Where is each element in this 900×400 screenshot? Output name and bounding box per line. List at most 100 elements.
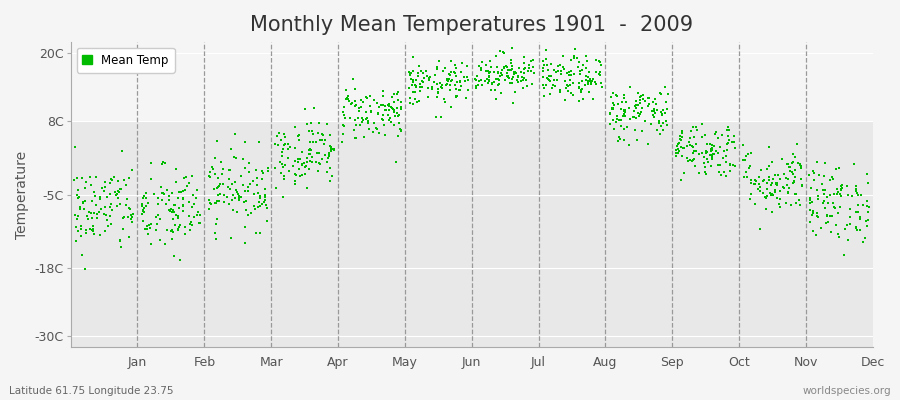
- Point: [496, 48, 510, 55]
- Point: [484, 86, 499, 93]
- Point: [255, 176, 269, 183]
- Point: [449, 93, 464, 100]
- Point: [109, 192, 123, 198]
- Point: [454, 83, 468, 89]
- Point: [659, 98, 673, 105]
- Point: [786, 171, 800, 178]
- Point: [759, 195, 773, 201]
- Point: [292, 132, 306, 139]
- Point: [699, 140, 714, 147]
- Point: [824, 229, 839, 235]
- Point: [539, 82, 554, 88]
- Point: [366, 129, 381, 135]
- Point: [318, 152, 332, 159]
- Point: [160, 227, 175, 234]
- Point: [701, 159, 716, 165]
- Point: [413, 81, 428, 87]
- Point: [778, 199, 793, 206]
- Point: [444, 58, 458, 64]
- Point: [761, 177, 776, 183]
- Point: [110, 190, 124, 197]
- Point: [578, 82, 592, 88]
- Point: [469, 77, 483, 84]
- Point: [221, 184, 236, 190]
- Point: [137, 193, 151, 199]
- Point: [629, 137, 643, 143]
- Point: [288, 180, 302, 187]
- Point: [626, 108, 641, 114]
- Point: [419, 72, 434, 79]
- Point: [581, 68, 596, 75]
- Point: [165, 227, 179, 234]
- Point: [585, 76, 599, 82]
- Point: [179, 174, 194, 180]
- Point: [711, 135, 725, 141]
- Point: [743, 196, 758, 202]
- Point: [390, 110, 404, 116]
- Point: [391, 97, 405, 104]
- Point: [779, 161, 794, 167]
- Point: [861, 216, 876, 223]
- Point: [337, 104, 351, 110]
- Point: [406, 77, 420, 83]
- Point: [793, 160, 807, 167]
- Point: [157, 191, 171, 197]
- Point: [171, 213, 185, 220]
- Point: [421, 74, 436, 81]
- Point: [260, 205, 274, 212]
- Point: [517, 66, 531, 72]
- Text: Jan: Jan: [128, 356, 147, 369]
- Point: [671, 149, 686, 156]
- Point: [288, 171, 302, 177]
- Point: [122, 174, 136, 181]
- Point: [553, 62, 567, 68]
- Point: [563, 90, 578, 96]
- Point: [304, 120, 319, 126]
- Point: [675, 145, 689, 152]
- Point: [84, 182, 98, 188]
- Point: [542, 77, 556, 84]
- Point: [482, 69, 497, 76]
- Point: [849, 185, 863, 192]
- Point: [356, 116, 370, 123]
- Point: [764, 208, 778, 215]
- Text: Dec: Dec: [860, 356, 885, 369]
- Point: [360, 118, 374, 124]
- Point: [806, 210, 820, 216]
- Point: [492, 48, 507, 54]
- Point: [645, 99, 660, 105]
- Point: [120, 196, 134, 202]
- Point: [337, 122, 351, 128]
- Point: [425, 84, 439, 91]
- Point: [555, 64, 570, 70]
- Point: [274, 170, 288, 176]
- Point: [319, 137, 333, 144]
- Point: [779, 182, 794, 188]
- Point: [148, 213, 163, 220]
- Point: [554, 88, 568, 94]
- Point: [348, 135, 363, 142]
- Point: [498, 76, 512, 83]
- Point: [509, 77, 524, 84]
- Point: [834, 186, 849, 192]
- Point: [770, 180, 784, 186]
- Point: [82, 174, 96, 180]
- Point: [305, 154, 320, 160]
- Point: [112, 237, 127, 243]
- Point: [408, 88, 422, 95]
- Point: [99, 194, 113, 200]
- Point: [806, 168, 820, 174]
- Point: [273, 159, 287, 165]
- Point: [68, 212, 83, 218]
- Point: [441, 78, 455, 84]
- Point: [680, 143, 694, 150]
- Point: [703, 140, 717, 147]
- Point: [603, 121, 617, 127]
- Point: [401, 85, 416, 92]
- Point: [302, 166, 317, 172]
- Point: [78, 179, 93, 185]
- Point: [482, 72, 496, 79]
- Point: [449, 65, 464, 71]
- Point: [378, 103, 392, 109]
- Point: [845, 193, 859, 200]
